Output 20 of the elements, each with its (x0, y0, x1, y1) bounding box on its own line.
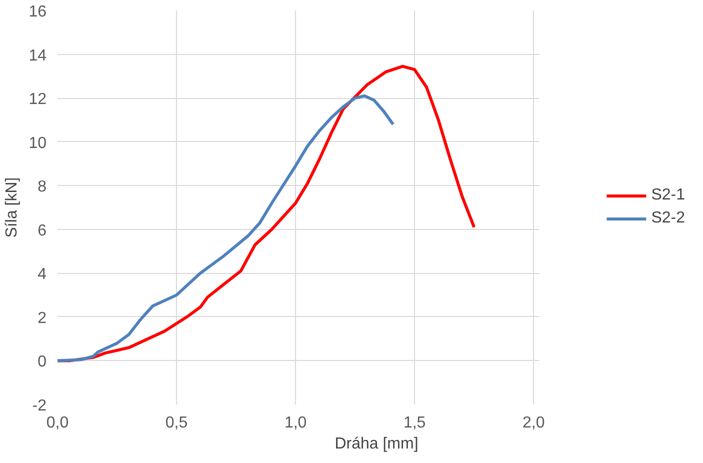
legend-label: S2-1 (651, 186, 685, 204)
y-tick-label: 12 (28, 91, 47, 108)
y-tick-label: 14 (28, 47, 47, 64)
y-tick-label: 0 (38, 354, 47, 371)
y-tick-label: 10 (28, 134, 47, 152)
x-tick-label: 1,0 (284, 414, 307, 432)
x-tick-label: 0,0 (46, 414, 69, 432)
x-tick-label: 1,5 (403, 414, 426, 432)
x-tick-label: 2,0 (522, 414, 545, 432)
y-tick-label: -2 (32, 398, 47, 414)
x-tick-label: 0,5 (165, 414, 188, 432)
line-series (58, 94, 395, 362)
x-axis-title: Dráha [mm] (334, 436, 418, 452)
y-tick-label: 8 (38, 178, 47, 196)
y-tick-label: 16 (28, 4, 47, 20)
y-tick-label: 4 (38, 266, 47, 284)
y-tick-label: 2 (38, 310, 47, 327)
y-axis-title: Síla [kN] (4, 177, 21, 238)
legend-label: S2-2 (651, 210, 685, 228)
y-tick-label: 6 (38, 222, 47, 240)
